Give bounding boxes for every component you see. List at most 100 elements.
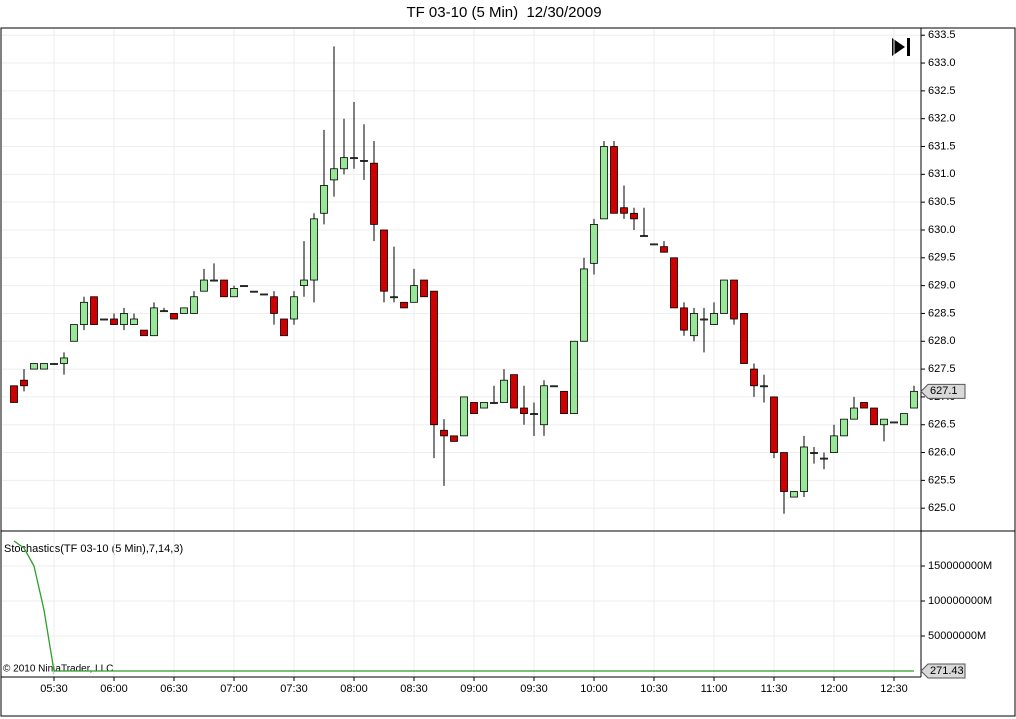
y-tick-label: 631.5 [928,140,956,152]
y-tick-label: 630.5 [928,196,956,208]
candle-body [900,413,908,426]
candle-body [30,363,38,370]
x-tick-label: 09:00 [460,683,488,695]
y-tick-label: 631.0 [928,168,956,180]
candle-body [110,318,118,325]
last-value-marker [920,663,966,679]
candle-body [20,379,28,387]
x-tick-label: 08:30 [400,683,428,695]
y-tick-label: 150000000M [928,560,992,572]
x-tick-label: 06:00 [100,683,128,695]
candle-body [750,368,758,387]
candle-body [780,452,788,492]
y-tick-label: 629.5 [928,252,956,264]
candle-body [630,212,638,220]
candle-body [170,313,178,320]
candle-body [230,288,238,298]
y-tick-label: 628.0 [928,335,956,347]
x-tick-label: 10:00 [580,683,608,695]
candle-body [250,290,258,293]
candle-body [490,402,498,404]
candle-body [360,160,368,162]
x-tick-label: 12:00 [820,683,848,695]
x-tick-label: 07:00 [220,683,248,695]
candle-body [450,435,458,442]
y-tick-label: 629.0 [928,280,956,292]
candle-body [790,491,798,498]
candle-body [620,207,628,214]
indicator-line [13,540,914,672]
candle-body [200,279,208,292]
candle-body [210,279,218,282]
candle-body [260,293,268,296]
candle-body [370,162,378,225]
candle-body [50,363,58,365]
candle-body [340,157,348,170]
candle-body [140,329,148,337]
x-tick-label: 11:00 [701,683,728,695]
scroll-end-button[interactable] [892,38,910,56]
x-tick-label: 06:30 [160,683,188,695]
candle-body [610,146,618,214]
frame [0,27,1016,717]
candle-body [670,257,678,309]
x-tick-label: 05:30 [40,683,68,695]
candle-body [150,307,158,337]
candle-body [840,418,848,437]
candle-body [590,224,598,264]
copyright: © 2010 NinjaTrader, LLC [3,664,113,675]
candle-body [500,379,508,403]
candle-body [280,318,288,337]
last-value-label: 271.43 [930,665,964,677]
candle-body [770,396,778,453]
candle-body [820,457,828,460]
candle-body [420,279,428,298]
candle-body [760,385,768,388]
candle-body [510,374,518,409]
last-value-label: 627.1 [930,385,958,397]
candle-body [550,385,558,388]
y-tick-label: 630.0 [928,224,956,236]
y-tick-label: 50000000M [928,630,986,642]
y-tick-label: 628.5 [928,307,956,319]
candle-body [460,396,468,437]
candle-body [700,318,708,321]
candle-body [570,340,578,414]
candle-body [410,285,418,303]
candle-body [90,296,98,325]
candle-body [160,310,168,313]
candle-body [430,290,438,426]
y-tick-label: 625.0 [928,502,956,514]
candle-body [530,413,538,415]
candle-body [560,390,568,414]
candle-body [740,313,748,364]
candle-body [720,279,728,314]
y-tick-label: 625.5 [928,474,956,486]
y-tick-label: 632.5 [928,85,956,97]
y-tick-label: 100000000M [928,595,992,607]
candle-body [40,363,48,370]
indicator-label: Stochastics(TF 03-10 (5 Min),7,14,3) [4,543,183,555]
candle-body [240,285,248,288]
candle-body [650,243,658,246]
x-tick-label: 08:00 [340,683,368,695]
chart-title: TF 03-10 (5 Min) 12/30/2009 [406,4,601,21]
x-tick-label: 11:30 [761,683,788,695]
candle-body [580,268,588,342]
candle-body [830,435,838,453]
candle-body [70,324,78,342]
candle-body [860,402,868,409]
last-value-marker [920,383,966,399]
candle-body [910,390,918,409]
candle-body [600,146,608,220]
y-tick-label: 627.5 [928,363,956,375]
candle-body [640,235,648,237]
candle-body [520,407,528,414]
candle-body [470,402,478,414]
x-tick-label: 10:30 [640,683,668,695]
candle-body [680,307,688,331]
candle-body [300,279,308,287]
candle-body [350,157,358,160]
candle-body [710,313,718,325]
candle-body [100,318,108,321]
